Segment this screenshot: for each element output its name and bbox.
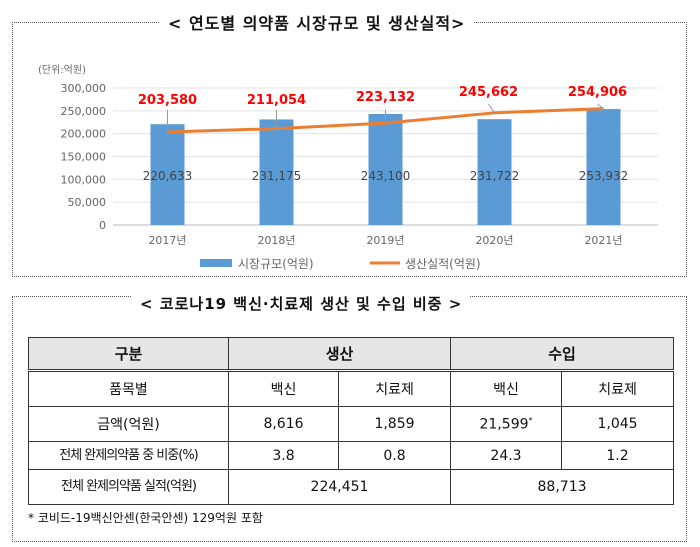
header-category: 구분 [28, 337, 229, 372]
cell: 21,599* [450, 406, 563, 442]
cell: 24.3 [450, 441, 563, 470]
bar-value-label: 253,932 [579, 169, 629, 183]
x-tick-label: 2020년 [475, 234, 513, 247]
unit-label: (단위:억원) [38, 63, 86, 76]
chart: (단위:억원) 0 50,000 100,000 150,000 200,000 250,… [38, 63, 658, 271]
x-tick-label: 2017년 [148, 234, 186, 247]
cell: 1,045 [561, 406, 675, 442]
line-value-label: 254,906 [568, 85, 627, 100]
bar [368, 113, 403, 225]
legend: 시장규모(억원) 생산실적(억원) [200, 257, 481, 271]
cell: 치료제 [337, 370, 452, 407]
bar [259, 119, 294, 225]
y-tick-label: 50,000 [68, 196, 107, 209]
y-tick-label: 100,000 [61, 173, 107, 186]
line-value-label: 223,132 [356, 90, 415, 105]
table-row: 품목별 백신 치료제 백신 치료제 [28, 370, 675, 407]
table-title: < 코로나19 백신·치료제 생산 및 수입 비중 > [132, 293, 471, 314]
footnote-mark: * [528, 415, 533, 425]
bar [150, 124, 185, 225]
y-tick-label: 200,000 [61, 128, 107, 141]
row-label: 전체 완제의약품 실적(억원) [28, 469, 229, 505]
line-value-label: 203,580 [138, 93, 197, 108]
line-value-label: 211,054 [247, 93, 306, 108]
x-tick-label: 2018년 [257, 234, 295, 247]
header-import: 수입 [450, 337, 675, 372]
label-leader [597, 103, 604, 109]
cell: 0.8 [337, 441, 452, 470]
cell: 224,451 [227, 469, 452, 505]
table-row: 금액(억원) 8,616 1,859 21,599* 1,045 [28, 406, 675, 442]
table-row: 전체 완제의약품 중 비중(%) 3.8 0.8 24.3 1.2 [28, 441, 675, 470]
x-tick-label: 2021년 [584, 234, 622, 247]
y-tick-label: 150,000 [61, 151, 107, 164]
row-label: 품목별 [28, 370, 229, 407]
cell: 3.8 [228, 441, 339, 470]
x-tick-label: 2019년 [366, 234, 404, 247]
row-label: 전체 완제의약품 중 비중(%) [28, 441, 229, 470]
bar-value-label: 243,100 [361, 169, 411, 183]
label-leader [488, 103, 495, 114]
cell: 1.2 [561, 441, 675, 470]
table-row-total: 전체 완제의약품 실적(억원) 224,451 88,713 [28, 469, 675, 505]
cell: 백신 [228, 370, 339, 407]
y-tick-label: 250,000 [61, 105, 107, 118]
line-value-label: 245,662 [459, 85, 518, 100]
y-tick-label: 0 [99, 219, 106, 232]
bar [586, 109, 621, 225]
cell-value: 21,599 [479, 416, 529, 433]
legend-line-label: 생산실적(억원) [405, 257, 481, 271]
covid-table: 구분 생산 수입 품목별 백신 치료제 백신 치료제 금액(억원) 8,616 … [28, 337, 675, 505]
header-production: 생산 [227, 337, 452, 372]
y-tick-label: 300,000 [61, 82, 107, 95]
cell: 1,859 [337, 406, 452, 442]
cell: 8,616 [228, 406, 339, 442]
chart-title: < 연도별 의약품 시장규모 및 생산실적> [160, 10, 474, 34]
bar-value-label: 231,722 [470, 169, 520, 183]
bar-value-label: 231,175 [252, 169, 302, 183]
footnote: * 코비드-19백신안센(한국안센) 129억원 포함 [28, 511, 263, 525]
cell: 치료제 [561, 370, 675, 407]
bar-value-label: 220,633 [143, 169, 193, 183]
bar [477, 119, 512, 225]
cell: 백신 [450, 370, 563, 407]
cell: 88,713 [450, 469, 675, 505]
row-label: 금액(억원) [28, 406, 229, 442]
legend-bar-swatch [200, 259, 232, 267]
legend-bar-label: 시장규모(억원) [238, 257, 314, 271]
